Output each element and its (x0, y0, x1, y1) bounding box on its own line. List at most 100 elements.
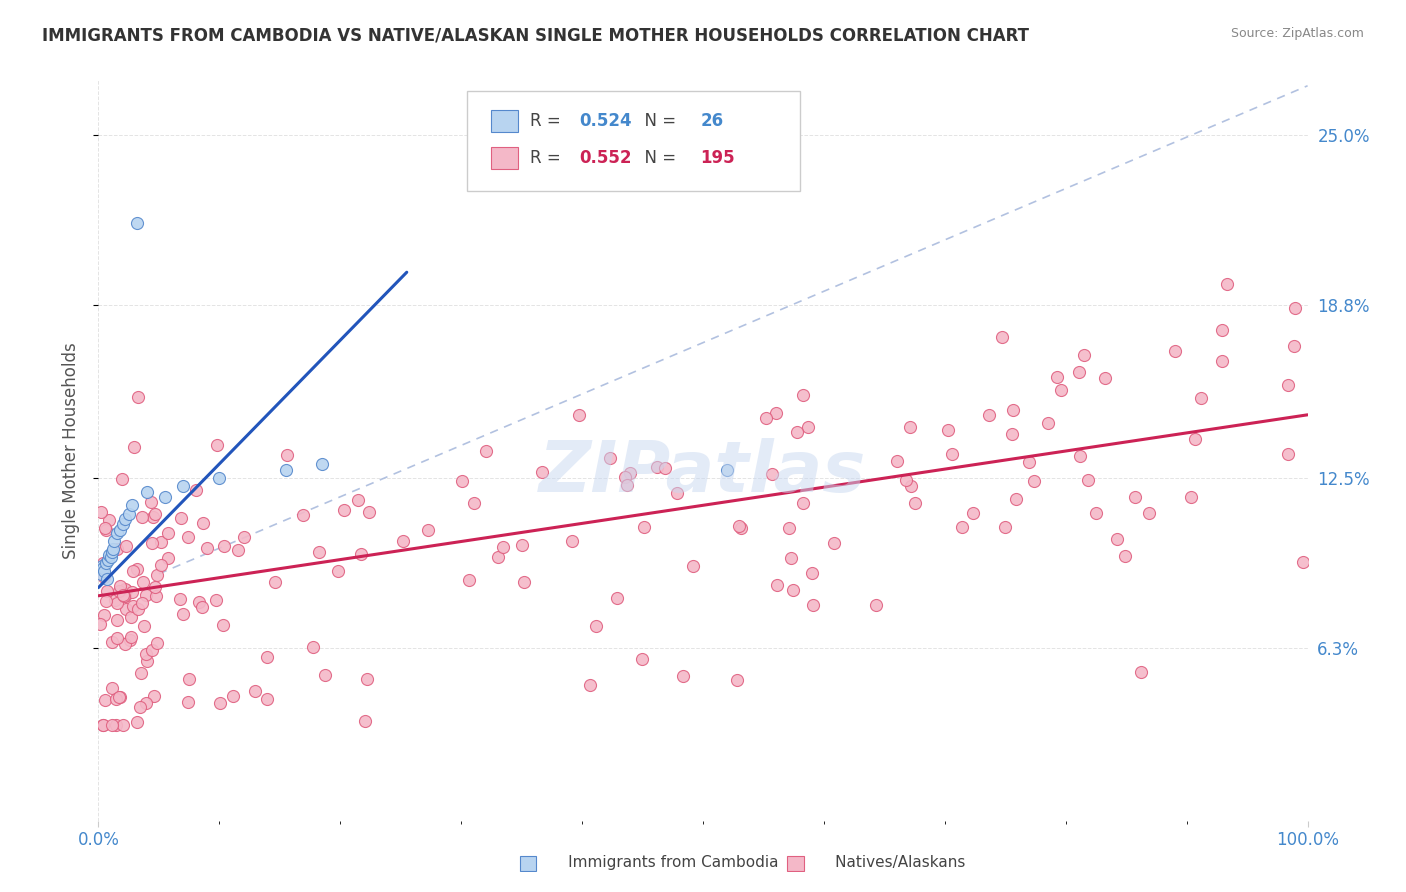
Point (97, 553, 120, 567)
Point (177, 672, 200, 686)
Point (122, 441, 145, 455)
Point (93, 570, 115, 584)
Point (212, 539, 235, 553)
Point (765, 406, 787, 420)
Point (1002, 403, 1025, 417)
Point (101, 542, 124, 557)
Point (463, 496, 485, 510)
Point (131, 509, 153, 524)
Point (149, 558, 172, 573)
Point (107, 690, 129, 704)
Point (105, 613, 128, 627)
Point (114, 582, 136, 597)
Point (195, 541, 218, 556)
Point (121, 498, 143, 512)
Point (561, 534, 583, 549)
Point (142, 690, 165, 704)
Point (1085, 507, 1108, 521)
Point (585, 619, 607, 633)
Point (326, 564, 349, 578)
Point (1282, 339, 1305, 353)
Point (1123, 490, 1146, 504)
Point (823, 536, 845, 550)
Point (134, 619, 156, 633)
Point (111, 472, 134, 486)
Point (579, 678, 602, 692)
Point (108, 523, 131, 537)
Point (510, 538, 533, 552)
Point (672, 669, 695, 683)
Point (356, 673, 378, 687)
Point (606, 591, 628, 606)
Point (141, 643, 163, 657)
Point (93, 693, 115, 707)
Point (105, 541, 128, 556)
Point (302, 640, 325, 654)
Point (1180, 491, 1202, 505)
Point (222, 689, 245, 703)
Point (91, 556, 114, 570)
Point (725, 673, 748, 687)
Point (451, 475, 474, 489)
Point (128, 699, 150, 714)
Point (101, 635, 124, 649)
Point (90, 566, 112, 581)
Point (1045, 369, 1067, 384)
Point (990, 330, 1012, 344)
Point (112, 588, 135, 602)
Point (89, 616, 111, 631)
Text: Source: ZipAtlas.com: Source: ZipAtlas.com (1230, 27, 1364, 40)
Point (208, 696, 231, 710)
Point (801, 598, 824, 612)
Point (205, 593, 228, 607)
Point (129, 666, 152, 681)
Point (486, 550, 509, 565)
Point (135, 589, 157, 603)
Point (1211, 353, 1233, 368)
Point (778, 521, 800, 535)
Point (125, 562, 148, 576)
Point (631, 652, 654, 666)
Point (350, 547, 373, 561)
Point (108, 579, 131, 593)
Point (120, 632, 142, 647)
Point (492, 540, 515, 554)
Point (1163, 343, 1185, 358)
Point (780, 551, 803, 566)
Point (157, 551, 180, 566)
Point (256, 649, 278, 664)
Point (149, 535, 172, 549)
Point (139, 495, 162, 509)
Point (531, 465, 554, 479)
Text: N =: N = (634, 112, 682, 130)
Point (146, 568, 169, 582)
Point (1050, 383, 1073, 397)
Point (1018, 455, 1040, 469)
FancyBboxPatch shape (467, 91, 800, 191)
Point (105, 525, 128, 540)
Point (900, 419, 922, 434)
Text: R =: R = (530, 112, 567, 130)
Point (314, 668, 336, 682)
Point (188, 595, 211, 609)
Point (135, 655, 157, 669)
Point (122, 599, 145, 613)
Point (114, 602, 136, 616)
Point (962, 506, 984, 520)
Point (730, 521, 752, 535)
Point (801, 566, 824, 580)
Point (633, 520, 655, 534)
Point (755, 411, 778, 425)
Point (105, 632, 128, 646)
Point (727, 519, 749, 533)
Text: N =: N = (634, 149, 682, 167)
Point (114, 637, 136, 651)
Point (233, 530, 256, 544)
Point (112, 589, 135, 603)
Point (212, 617, 235, 632)
Point (782, 583, 804, 598)
Point (347, 492, 370, 507)
Point (146, 635, 169, 649)
Point (1277, 377, 1299, 392)
Point (145, 507, 167, 521)
